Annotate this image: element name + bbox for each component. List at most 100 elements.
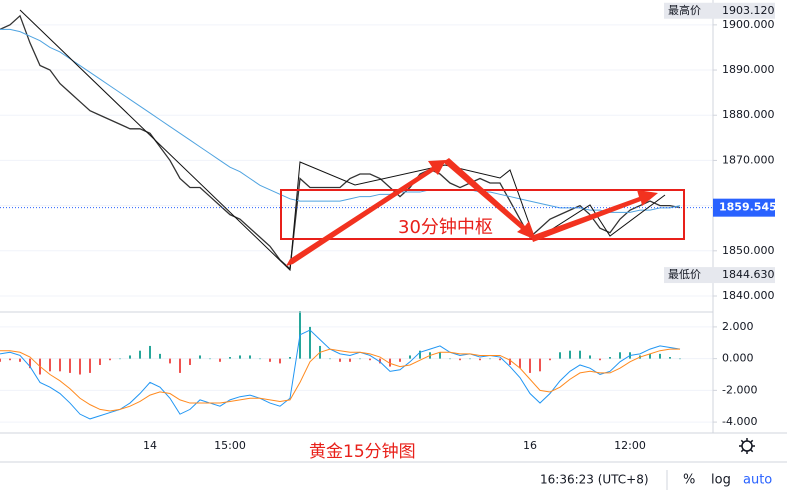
- percent-button[interactable]: %: [683, 473, 695, 488]
- auto-button[interactable]: auto: [743, 473, 772, 488]
- histogram-bar: [99, 358, 101, 365]
- arrow: [286, 160, 446, 266]
- x-tick-label: 16: [523, 439, 537, 452]
- histogram-bar: [269, 358, 271, 362]
- histogram-bar: [59, 358, 61, 372]
- histogram-bar: [179, 358, 181, 373]
- caption-bg: [300, 438, 450, 460]
- histogram-bar: [649, 353, 651, 359]
- histogram-bar: [609, 357, 611, 359]
- histogram-bar: [379, 358, 381, 364]
- histogram-bar: [169, 358, 171, 364]
- histogram-bar: [69, 358, 71, 373]
- histogram-bar: [439, 352, 441, 359]
- last-price-badge: [713, 198, 775, 217]
- histogram-bar: [209, 358, 211, 360]
- histogram-bar: [49, 358, 51, 372]
- y-tick-label: 1880.000: [722, 108, 775, 121]
- y-tick-label: 1850.000: [722, 244, 775, 257]
- histogram-bar: [279, 358, 281, 364]
- histogram-bar: [669, 357, 671, 359]
- histogram-bar: [119, 358, 121, 360]
- histogram-bar: [489, 358, 491, 360]
- low-name: 最低价: [668, 268, 701, 281]
- histogram-bar: [349, 358, 351, 362]
- histogram-bar: [109, 358, 111, 361]
- histogram-bar: [679, 358, 681, 360]
- histogram-bar: [499, 358, 501, 361]
- clock: 16:36:23 (UTC+8): [540, 473, 649, 487]
- high-name: 最高价: [668, 3, 701, 17]
- histogram-bar: [369, 358, 371, 361]
- series-line: [0, 14, 681, 271]
- histogram-bar: [419, 350, 421, 359]
- low-value: 1844.630: [722, 268, 775, 281]
- histogram-bar: [529, 358, 531, 373]
- histogram-bar: [479, 358, 481, 361]
- histogram-bar: [159, 353, 161, 359]
- y-tick-label: -4.000: [722, 415, 757, 428]
- y-tick-label: 1870.000: [722, 153, 775, 166]
- histogram-bar: [229, 357, 231, 359]
- arrow: [443, 158, 536, 240]
- arrows: [286, 158, 658, 266]
- histogram-bar: [199, 355, 201, 359]
- histogram-bar: [259, 358, 261, 360]
- histogram-bar: [339, 358, 341, 362]
- histogram-bar: [659, 353, 661, 359]
- histogram-bar: [449, 358, 451, 360]
- settings-button[interactable]: [739, 438, 755, 454]
- histogram-bar: [89, 358, 91, 373]
- y-tick-label: 0.000: [722, 352, 754, 365]
- histogram-bar: [569, 350, 571, 359]
- histogram-bar: [469, 358, 471, 360]
- y-tick-label: -2.000: [722, 383, 757, 396]
- histogram-bar: [589, 355, 591, 359]
- y-tick-label: 1840.000: [722, 289, 775, 302]
- histogram-bar: [359, 358, 361, 360]
- histogram-bar: [0, 358, 1, 362]
- low-badge: [664, 267, 775, 284]
- log-button[interactable]: log: [711, 473, 731, 488]
- histogram-bar: [409, 355, 411, 359]
- histogram-bar: [79, 358, 81, 375]
- histogram-bar: [29, 358, 31, 369]
- histogram-bar: [239, 355, 241, 359]
- high-value: 1903.120: [722, 4, 775, 17]
- histogram-bar: [329, 358, 331, 360]
- histogram-bar: [389, 358, 391, 367]
- histogram-bar: [539, 358, 541, 372]
- histogram-bar: [549, 358, 551, 361]
- histogram-bar: [249, 355, 251, 359]
- series-line: [0, 329, 681, 420]
- x-tick-label: 15:00: [214, 439, 246, 452]
- histogram-bar: [289, 357, 291, 359]
- histogram-bar: [619, 352, 621, 359]
- y-tick-label: 1890.000: [722, 63, 775, 76]
- histogram-bar: [509, 358, 511, 365]
- high-badge: [664, 2, 775, 19]
- x-tick-label: 12:00: [614, 439, 646, 452]
- histogram-bar: [519, 358, 521, 369]
- last-price-label: 1859.545: [719, 201, 777, 214]
- histogram-bar: [559, 352, 561, 359]
- caption: 黄金15分钟图: [309, 442, 416, 462]
- histogram-bar: [459, 358, 461, 361]
- histogram-bar: [19, 358, 21, 362]
- y-tick-label: 2.000: [722, 320, 754, 333]
- zone-label: 30分钟中枢: [398, 217, 493, 238]
- histogram-bar: [579, 350, 581, 359]
- histogram-bar: [399, 358, 401, 362]
- series-line: [0, 28, 681, 213]
- histogram-bar: [139, 350, 141, 359]
- arrow: [531, 190, 658, 242]
- histogram-bar: [309, 326, 311, 359]
- histogram-bar: [149, 345, 151, 359]
- histogram-bar: [9, 358, 11, 361]
- series-line: [0, 348, 680, 412]
- y-tick-label: 1900.000: [722, 18, 775, 31]
- histogram-bar: [599, 358, 601, 361]
- x-tick-label: 14: [143, 439, 157, 452]
- histogram-bar: [129, 355, 131, 359]
